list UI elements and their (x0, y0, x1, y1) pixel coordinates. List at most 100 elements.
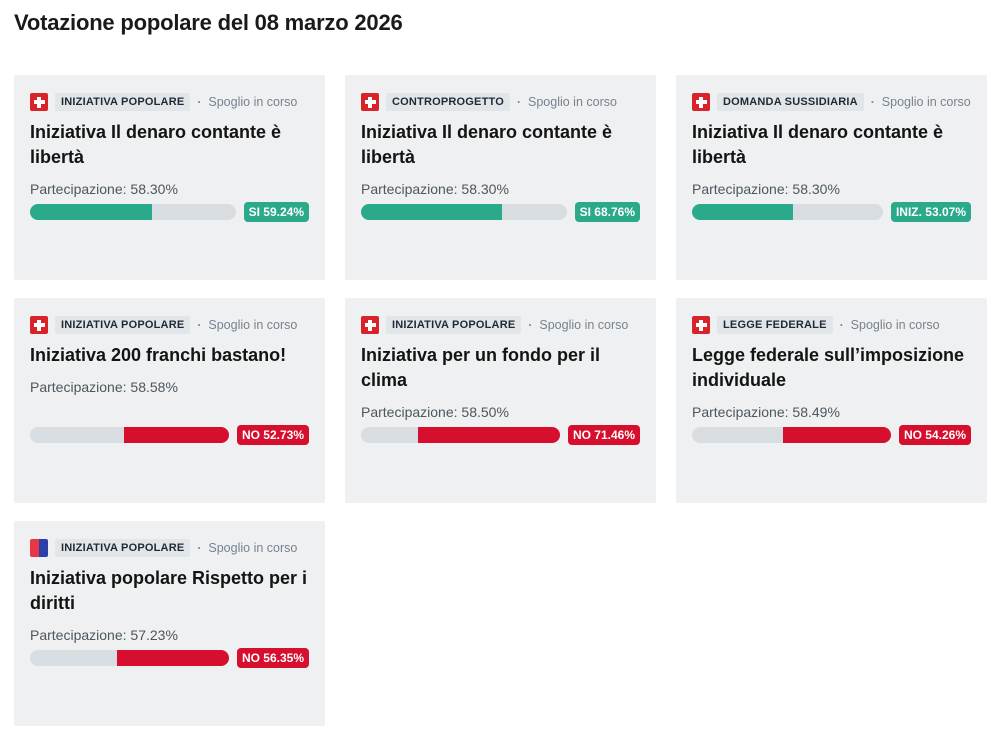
category-badge: DOMANDA SUSSIDIARIA (717, 93, 864, 111)
vote-title: Iniziativa Il denaro contante è libertà (692, 122, 944, 167)
participation-value: 58.30% (130, 181, 178, 197)
meta-separator: · (528, 318, 533, 332)
result-bar-fill (30, 204, 152, 220)
participation-label: Partecipazione: (30, 379, 127, 395)
result-bar-track (30, 204, 236, 220)
meta-separator: · (517, 95, 521, 109)
result-bar-fill (692, 204, 794, 220)
result-bar-track (30, 427, 229, 443)
swiss-flag-icon (30, 316, 48, 334)
result-bar-track (361, 204, 567, 220)
result-bar-row: NO 52.73% (30, 425, 309, 445)
category-badge: CONTROPROGETTO (386, 93, 510, 111)
vote-card[interactable]: INIZIATIVA POPOLARE · Spoglio in corso I… (14, 521, 325, 726)
category-badge: INIZIATIVA POPOLARE (386, 316, 522, 334)
result-bar-row: NO 56.35% (30, 648, 309, 668)
counting-status: Spoglio in corso (528, 95, 617, 109)
result-badge: SI 59.24% (243, 202, 309, 222)
counting-status: Spoglio in corso (881, 95, 971, 109)
page-title: Votazione popolare del 08 marzo 2026 (14, 10, 403, 35)
participation-line: Partecipazione: 58.30% (692, 181, 971, 197)
vote-title: Iniziativa Il denaro contante è libertà (361, 122, 613, 167)
meta-separator: · (839, 318, 844, 332)
participation-line: Partecipazione: 58.30% (361, 181, 640, 197)
counting-status: Spoglio in corso (208, 95, 298, 109)
result-bar-track (692, 427, 891, 443)
result-bar-fill (417, 427, 560, 443)
result-badge: NO 52.73% (236, 425, 309, 445)
participation-label: Partecipazione: (361, 404, 458, 420)
vote-card[interactable]: INIZIATIVA POPOLARE · Spoglio in corso I… (14, 298, 325, 503)
swiss-flag-icon (361, 93, 379, 111)
result-bar-fill (116, 650, 229, 666)
result-bar-fill (783, 427, 891, 443)
participation-label: Partecipazione: (692, 181, 789, 197)
participation-label: Partecipazione: (692, 404, 789, 420)
result-bar-fill (124, 427, 229, 443)
counting-status: Spoglio in corso (539, 318, 629, 332)
participation-value: 58.49% (792, 404, 840, 420)
participation-label: Partecipazione: (30, 181, 127, 197)
vote-title: Legge federale sull’imposizione individu… (692, 345, 965, 390)
vote-title: Iniziativa popolare Rispetto per i dirit… (30, 568, 308, 613)
participation-value: 58.30% (792, 181, 840, 197)
participation-line: Partecipazione: 58.30% (30, 181, 309, 197)
participation-value: 57.23% (130, 627, 178, 643)
counting-status: Spoglio in corso (208, 541, 298, 555)
swiss-flag-icon (361, 316, 379, 334)
participation-line: Partecipazione: 57.23% (30, 627, 309, 643)
result-bar-fill (361, 204, 503, 220)
result-bar-track (361, 427, 560, 443)
result-bar-track (692, 204, 883, 220)
vote-title: Iniziativa 200 franchi bastano! (30, 345, 287, 365)
card-meta-row: DOMANDA SUSSIDIARIA · Spoglio in corso (692, 93, 971, 111)
vote-card[interactable]: CONTROPROGETTO · Spoglio in corso Inizia… (345, 75, 656, 280)
vote-card[interactable]: LEGGE FEDERALE · Spoglio in corso Legge … (676, 298, 987, 503)
result-badge: SI 68.76% (574, 202, 640, 222)
participation-line: Partecipazione: 58.49% (692, 404, 971, 420)
ticino-flag-icon (30, 539, 48, 557)
card-meta-row: INIZIATIVA POPOLARE · Spoglio in corso (30, 539, 309, 557)
counting-status: Spoglio in corso (208, 318, 298, 332)
swiss-flag-icon (30, 93, 48, 111)
participation-label: Partecipazione: (30, 627, 127, 643)
category-badge: INIZIATIVA POPOLARE (55, 539, 191, 557)
meta-separator: · (197, 318, 202, 332)
card-meta-row: CONTROPROGETTO · Spoglio in corso (361, 93, 640, 111)
participation-line: Partecipazione: 58.50% (361, 404, 640, 420)
result-bar-track (30, 650, 229, 666)
meta-separator: · (197, 541, 202, 555)
participation-value: 58.50% (461, 404, 509, 420)
participation-value: 58.58% (130, 379, 178, 395)
swiss-flag-icon (692, 93, 710, 111)
result-bar-row: SI 68.76% (361, 202, 640, 222)
vote-cards-grid: INIZIATIVA POPOLARE · Spoglio in corso I… (14, 75, 987, 726)
category-badge: INIZIATIVA POPOLARE (55, 93, 191, 111)
card-meta-row: INIZIATIVA POPOLARE · Spoglio in corso (30, 316, 309, 334)
counting-status: Spoglio in corso (850, 318, 940, 332)
result-badge: NO 54.26% (898, 425, 971, 445)
participation-label: Partecipazione: (361, 181, 458, 197)
category-badge: LEGGE FEDERALE (717, 316, 833, 334)
card-meta-row: LEGGE FEDERALE · Spoglio in corso (692, 316, 971, 334)
result-bar-row: SI 59.24% (30, 202, 309, 222)
result-badge: INIZ. 53.07% (890, 202, 971, 222)
result-badge: NO 71.46% (567, 425, 640, 445)
swiss-flag-icon (692, 316, 710, 334)
vote-card[interactable]: INIZIATIVA POPOLARE · Spoglio in corso I… (14, 75, 325, 280)
participation-value: 58.30% (461, 181, 509, 197)
vote-card[interactable]: INIZIATIVA POPOLARE · Spoglio in corso I… (345, 298, 656, 503)
vote-card[interactable]: DOMANDA SUSSIDIARIA · Spoglio in corso I… (676, 75, 987, 280)
vote-title: Iniziativa per un fondo per il clima (361, 345, 601, 390)
result-badge: NO 56.35% (236, 648, 309, 668)
meta-separator: · (197, 95, 202, 109)
category-badge: INIZIATIVA POPOLARE (55, 316, 191, 334)
card-meta-row: INIZIATIVA POPOLARE · Spoglio in corso (361, 316, 640, 334)
result-bar-row: NO 54.26% (692, 425, 971, 445)
meta-separator: · (870, 95, 875, 109)
card-meta-row: INIZIATIVA POPOLARE · Spoglio in corso (30, 93, 309, 111)
result-bar-row: NO 71.46% (361, 425, 640, 445)
vote-title: Iniziativa Il denaro contante è libertà (30, 122, 282, 167)
participation-line: Partecipazione: 58.58% (30, 379, 309, 395)
